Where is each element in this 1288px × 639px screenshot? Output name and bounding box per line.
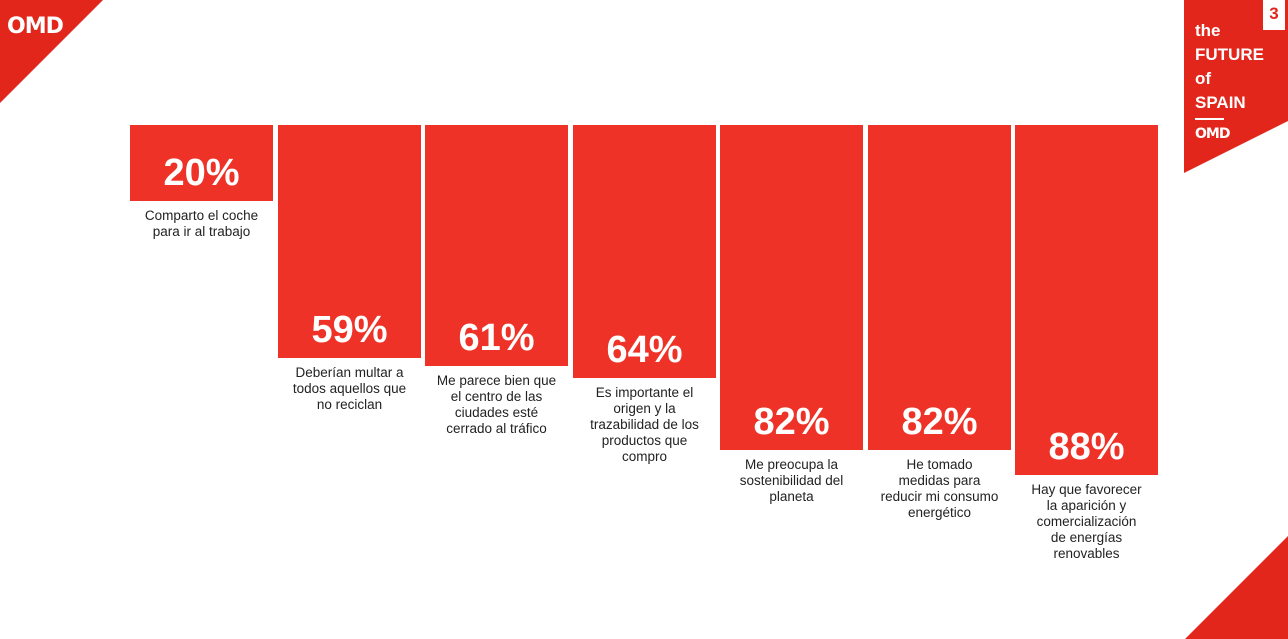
category-label: Hay que favorecer la aparición y comercial… [1011,482,1162,562]
bar: 59% [278,125,421,358]
bar-value-label: 82% [901,401,978,443]
brand-tag-shape [1184,0,1288,173]
category-label-line: Deberían multar a [295,365,404,380]
category-label: Comparto el coche para ir al trabajo [126,208,277,240]
omd-logo: OMD [7,14,64,39]
bar-value-label: 82% [753,401,830,443]
category-label-line: la aparición y [1046,498,1127,513]
bar: 82% [868,125,1011,450]
category-label-line: Comparto el coche [144,208,259,223]
category-label: Me parece bien que el centro de las ciudad… [421,373,572,437]
brand-title-line-3: of [1195,69,1212,88]
bar: 64% [573,125,716,378]
category-label-line: reducir mi consumo [880,489,999,504]
category-label: Es importante el origen y la trazabilidad … [569,385,720,465]
category-label-line: origen y la [613,401,676,416]
category-label-line: Me parece bien que [436,373,557,388]
category-label: Me preocupa la sostenibilidad del planeta [716,457,867,505]
corner-triangle-bottom-right [1185,536,1288,639]
category-label-line: compro [621,449,667,464]
brand-title-line-4: SPAIN [1195,93,1246,112]
category-label-line: Es importante el [595,385,694,400]
category-label-line: para ir al trabajo [152,224,251,239]
category-label-line: cerrado al tráfico [446,421,547,436]
category-label: He tomado medidas para reducir mi consumo e… [864,457,1015,521]
brand-title-line-2: FUTURE [1195,45,1264,64]
category-label-line: medidas para [898,473,981,488]
bar-value-label: 59% [311,309,388,351]
brand-divider [1195,118,1224,120]
bar-value-label: 20% [163,152,240,194]
corner-triangle-top-left [0,0,103,103]
category-label-line: todos aquellos que [292,381,407,396]
category-label-line: sostenibilidad del [739,473,844,488]
category-label-line: renovables [1053,546,1120,561]
brand-title-line-1: the [1195,21,1221,40]
page-number: 3 [1263,0,1285,30]
bar-value-label: 64% [606,329,683,371]
category-label-line: planeta [769,489,814,504]
category-label-line: el centro de las [450,389,543,404]
category-label: Deberían multar a todos aquellos que no re… [274,365,425,413]
category-label-line: productos que [601,433,688,448]
omd-small-logo: OMD [1195,126,1230,142]
category-label-line: trazabilidad de los [590,417,699,432]
category-label-line: de energías [1050,530,1123,545]
bar: 61% [425,125,568,366]
category-label-line: energético [907,505,972,520]
category-label-line: ciudades esté [454,405,539,420]
category-label-line: Hay que favorecer [1031,482,1142,497]
bar-value-label: 61% [458,317,535,359]
bar: 82% [720,125,863,450]
bar: 20% [130,125,273,201]
brand-tag: the FUTURE of SPAIN OMD [1184,0,1288,173]
category-label-line: He tomado [906,457,973,472]
category-label-line: comercialización [1036,514,1137,529]
category-label-line: no reciclan [316,397,383,412]
bar-value-label: 88% [1048,426,1125,468]
bar: 88% [1015,125,1158,475]
category-label-line: Me preocupa la [744,457,839,472]
